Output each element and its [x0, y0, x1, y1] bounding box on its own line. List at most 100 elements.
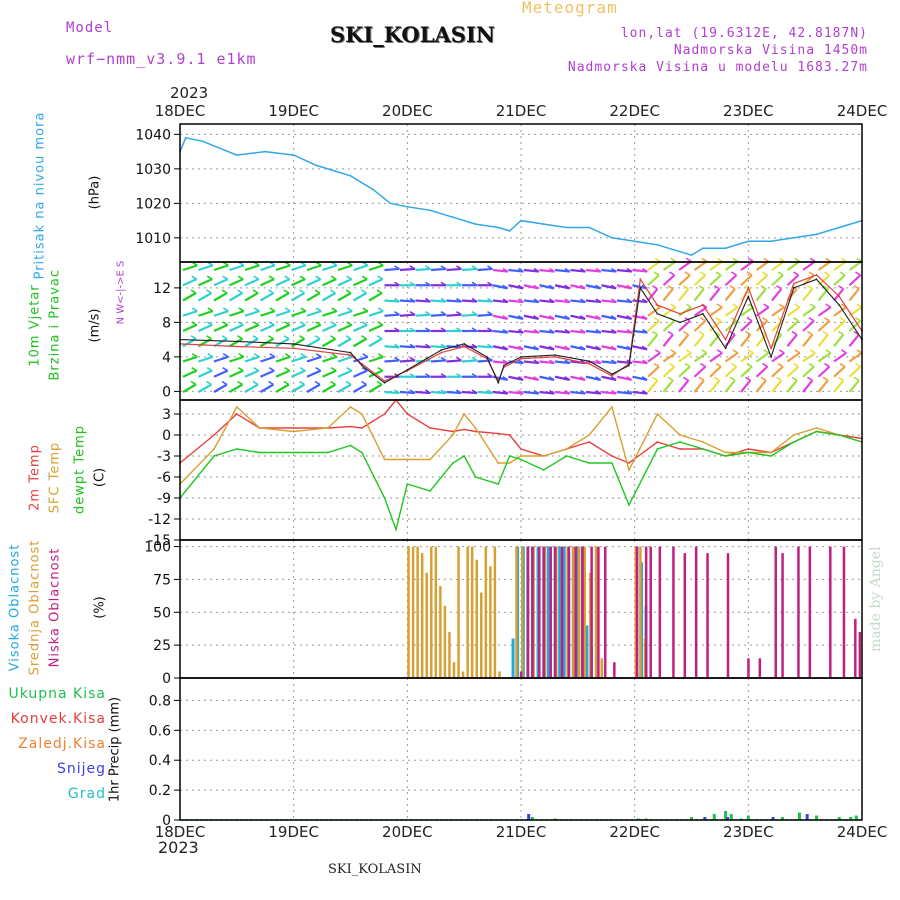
wind-barb: [213, 292, 228, 302]
wind-barb: [446, 359, 462, 363]
wind-barb: [755, 333, 767, 347]
pressure-line-point: [315, 164, 318, 167]
wind-barb-flag: [362, 353, 369, 358]
wind-barb-flag: [824, 271, 830, 276]
wind-barb: [399, 359, 416, 363]
wind-barb-flag: [456, 265, 462, 270]
wind-barb-flag: [746, 317, 753, 322]
wind-barb-flag: [361, 380, 367, 386]
wind-speed-line-point: [503, 364, 505, 367]
legend-snow: Snijeg: [56, 761, 106, 777]
wind-barb: [508, 284, 524, 290]
wind-barb: [368, 383, 383, 393]
wind-gust-line: [179, 274, 863, 383]
panel-frame: [179, 677, 863, 821]
wind-barb-flag: [642, 389, 648, 395]
wind-barb-flag: [237, 335, 243, 340]
pressure-line-point: [292, 154, 295, 156]
y-tick-label: 12: [153, 281, 171, 297]
wind-barb-flag: [377, 366, 384, 372]
cloud-low-bar: [603, 546, 607, 678]
wind-barb-flag: [409, 327, 416, 332]
wind-barb-flag: [299, 380, 305, 386]
wind-barb: [740, 379, 752, 393]
wind-barb-flag: [456, 356, 462, 362]
time-tick-label-bottom: 21DEC: [496, 823, 547, 841]
wind-barb: [632, 390, 648, 395]
wind-barb: [755, 288, 767, 302]
cloud-low-bar: [613, 662, 616, 678]
wind-barb: [833, 379, 845, 393]
altitude-label: Nadmorska Visina 1450m: [673, 43, 868, 58]
wind-barb-flag: [564, 315, 571, 320]
wind-barb-flag: [746, 362, 753, 368]
wind-barb-flag: [207, 353, 214, 358]
wind-barb-flag: [222, 275, 229, 280]
wind-barb: [523, 390, 540, 395]
cloud-mid-bar: [480, 592, 483, 678]
wind-barb: [337, 292, 352, 302]
wind-barb: [724, 260, 739, 271]
wind-barb: [415, 299, 431, 303]
wind-barb-flag: [269, 353, 276, 358]
wind-barb: [368, 310, 384, 317]
wind-barb: [662, 365, 676, 378]
cloud-low-bar: [672, 546, 675, 678]
temp-2m-line-point: [292, 427, 295, 429]
wind-barb: [492, 345, 508, 351]
wind-barb-flag: [595, 284, 602, 290]
y-tick-label: 25: [153, 638, 171, 654]
wind-barb: [709, 365, 722, 378]
wind-barb: [662, 379, 674, 393]
wind-gust-line-point: [349, 354, 352, 357]
temp-2m-line-point: [497, 432, 500, 435]
precip-snow-bar: [703, 817, 707, 820]
wind-barb-flag: [300, 261, 307, 267]
wind-barb: [817, 333, 829, 347]
wind-barb-flag: [440, 373, 447, 378]
wind-barb: [786, 333, 798, 347]
cloud-mid-bar: [600, 658, 604, 678]
wind-barb-flag: [268, 335, 274, 340]
y-tick-label: 0: [162, 428, 171, 444]
wind-barb: [601, 390, 617, 395]
wind-barb: [322, 264, 338, 272]
wind-barb-flag: [822, 376, 829, 382]
wind-barb-flag: [548, 345, 555, 351]
precip-total-bar: [724, 811, 728, 820]
temp-sfc-line-point: [770, 451, 772, 454]
wind-barb-flag: [667, 285, 674, 290]
wind-barb-flag: [330, 366, 337, 372]
wind-barb-flag: [808, 362, 815, 368]
wind-barb-flag: [377, 353, 384, 358]
wind-barb-flag: [238, 353, 245, 358]
wind-barb-flag: [456, 281, 462, 286]
wind-barb-flag: [611, 298, 617, 303]
precip-total-bar: [690, 817, 693, 820]
temp-sfc-line-point: [451, 434, 454, 436]
wind-barb: [632, 360, 648, 365]
wind-barb-flag: [425, 281, 431, 286]
wind-speed-line-point: [349, 351, 352, 354]
cloud-low-bar: [706, 553, 709, 678]
wind-barb: [786, 379, 798, 393]
wind-barb: [848, 319, 862, 332]
wind-barb-flag: [315, 261, 322, 267]
wind-barb: [616, 299, 633, 304]
wind-barb-flag: [839, 362, 846, 368]
y-tick-label: 0: [162, 813, 171, 829]
wind-barb-flag: [425, 311, 431, 316]
cloud-low-bar: [553, 546, 557, 678]
temp-sfc-line-point: [792, 434, 795, 436]
wind-barb-flag: [701, 349, 708, 354]
wind-barb-flag: [253, 353, 260, 358]
y-tick-label: 0.4: [149, 753, 171, 769]
wind-barb-flag: [778, 303, 785, 308]
wind-barb: [384, 390, 400, 395]
wind-barb: [662, 319, 676, 332]
wind-barb-flag: [715, 271, 722, 276]
precip-snow-bar: [527, 814, 531, 820]
wind-barb-flag: [471, 327, 478, 332]
wind-barb-flag: [777, 271, 784, 276]
wind-barb: [771, 351, 785, 363]
